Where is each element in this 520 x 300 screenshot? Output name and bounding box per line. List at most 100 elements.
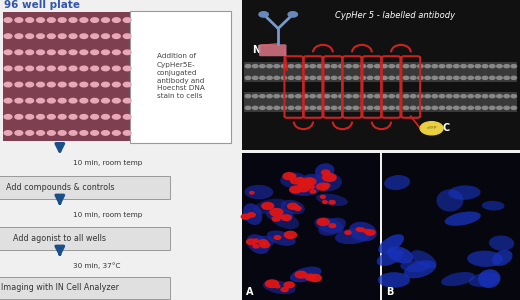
Circle shape	[36, 18, 44, 22]
Bar	[35, 109, 46, 125]
Circle shape	[58, 82, 66, 87]
Ellipse shape	[400, 261, 429, 272]
Circle shape	[123, 50, 131, 55]
Ellipse shape	[314, 172, 342, 191]
Bar	[3, 28, 14, 44]
Circle shape	[310, 64, 315, 68]
Ellipse shape	[297, 178, 317, 191]
Bar	[24, 60, 35, 76]
Circle shape	[80, 98, 88, 103]
Circle shape	[250, 191, 254, 194]
Circle shape	[396, 64, 401, 68]
Circle shape	[252, 64, 258, 68]
Circle shape	[310, 94, 315, 98]
Circle shape	[123, 66, 131, 71]
Circle shape	[331, 64, 337, 68]
Bar	[35, 12, 46, 28]
Ellipse shape	[271, 212, 299, 229]
Circle shape	[497, 76, 502, 80]
Bar	[14, 28, 24, 44]
Bar	[122, 28, 133, 44]
Circle shape	[446, 106, 452, 109]
Circle shape	[80, 34, 88, 38]
Bar	[57, 93, 68, 109]
Circle shape	[15, 98, 23, 103]
Circle shape	[101, 115, 109, 119]
Bar	[3, 12, 14, 28]
Circle shape	[252, 76, 258, 80]
Circle shape	[374, 106, 380, 109]
Circle shape	[339, 94, 344, 98]
Circle shape	[504, 106, 510, 109]
Circle shape	[453, 94, 459, 98]
Circle shape	[253, 239, 259, 243]
Ellipse shape	[378, 272, 410, 288]
Circle shape	[4, 82, 12, 87]
Bar	[3, 60, 14, 76]
Circle shape	[303, 64, 308, 68]
Bar	[57, 44, 68, 60]
Circle shape	[112, 50, 120, 55]
Bar	[89, 44, 100, 60]
Circle shape	[418, 94, 423, 98]
Circle shape	[112, 82, 120, 87]
Ellipse shape	[281, 200, 305, 214]
Text: 30 min, 37°C: 30 min, 37°C	[73, 262, 120, 269]
Circle shape	[404, 94, 409, 98]
Bar	[46, 28, 57, 44]
Text: Addition of
CypHer5E-
conjugated
antibody and
Hoechst DNA
stain to cells: Addition of CypHer5E- conjugated antibod…	[157, 53, 205, 100]
Circle shape	[410, 64, 416, 68]
Bar	[79, 12, 89, 28]
Circle shape	[272, 217, 280, 221]
FancyBboxPatch shape	[0, 176, 171, 199]
Circle shape	[396, 106, 401, 109]
Circle shape	[295, 271, 307, 278]
Bar	[122, 44, 133, 60]
Circle shape	[366, 230, 375, 235]
Circle shape	[339, 76, 344, 80]
Circle shape	[396, 76, 401, 80]
Circle shape	[36, 66, 44, 71]
Circle shape	[475, 94, 480, 98]
Circle shape	[58, 50, 66, 55]
Circle shape	[252, 94, 258, 98]
Circle shape	[374, 94, 380, 98]
Ellipse shape	[244, 185, 274, 199]
Circle shape	[290, 186, 302, 193]
Circle shape	[15, 82, 23, 87]
Circle shape	[432, 64, 437, 68]
Ellipse shape	[411, 250, 437, 268]
Circle shape	[36, 50, 44, 55]
Circle shape	[47, 34, 55, 38]
Circle shape	[353, 106, 358, 109]
Bar	[111, 12, 122, 28]
Bar	[57, 76, 68, 93]
Bar	[122, 125, 133, 141]
Text: Add agonist to all wells: Add agonist to all wells	[14, 234, 106, 243]
Circle shape	[91, 50, 99, 55]
Circle shape	[101, 18, 109, 22]
Circle shape	[489, 64, 495, 68]
Circle shape	[47, 18, 55, 22]
Circle shape	[26, 98, 34, 103]
Circle shape	[317, 218, 329, 225]
Text: C: C	[442, 123, 449, 133]
Ellipse shape	[266, 208, 293, 221]
Circle shape	[91, 98, 99, 103]
Ellipse shape	[469, 272, 500, 287]
Circle shape	[101, 82, 109, 87]
Circle shape	[446, 94, 452, 98]
Circle shape	[295, 94, 301, 98]
Circle shape	[4, 131, 12, 135]
Circle shape	[432, 76, 437, 80]
Ellipse shape	[315, 163, 334, 179]
Circle shape	[58, 115, 66, 119]
Circle shape	[300, 179, 313, 186]
Bar	[57, 12, 68, 28]
Circle shape	[265, 280, 279, 287]
Circle shape	[461, 106, 466, 109]
Circle shape	[324, 106, 330, 109]
Circle shape	[453, 106, 459, 109]
Circle shape	[511, 64, 516, 68]
Circle shape	[322, 201, 327, 203]
